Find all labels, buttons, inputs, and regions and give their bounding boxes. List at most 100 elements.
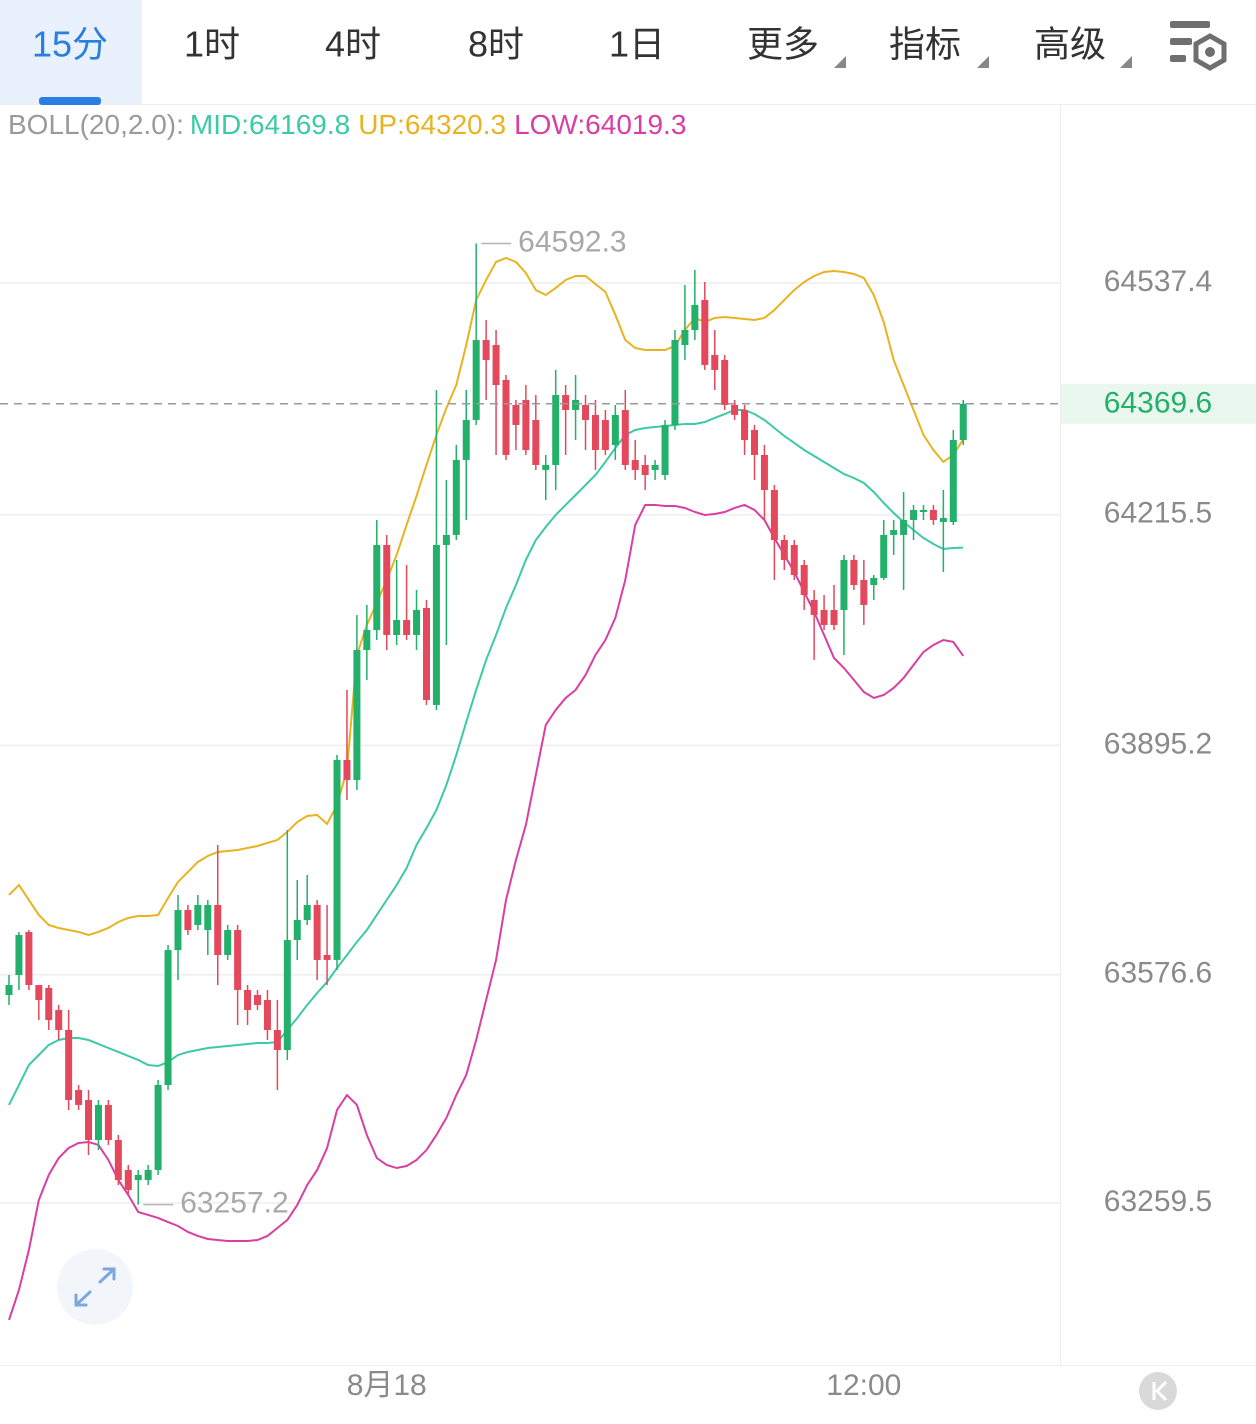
- candle-body: [55, 1009, 63, 1031]
- candle-body: [939, 517, 947, 523]
- candle-body: [373, 544, 381, 630]
- candle-body: [482, 339, 490, 360]
- legend-value: 64169.8: [249, 109, 350, 140]
- tab[interactable]: 指标: [889, 24, 961, 65]
- extreme-label: 64592.3: [518, 225, 626, 258]
- candle-body: [254, 995, 261, 1005]
- candle-body: [711, 354, 719, 370]
- candle-body: [184, 909, 192, 931]
- candle-body: [5, 985, 13, 996]
- candle-body: [154, 1085, 162, 1170]
- candle-body: [542, 464, 550, 470]
- scroll-latest-button[interactable]: [1139, 1372, 1177, 1410]
- legend-value: 64320.3: [405, 109, 506, 140]
- candle-body: [601, 419, 609, 451]
- candle-body: [830, 609, 838, 625]
- candle-body: [25, 931, 33, 986]
- tab[interactable]: 15分: [32, 24, 108, 65]
- x-tick-label: 8月18: [347, 1369, 427, 1402]
- candle-body: [929, 509, 937, 520]
- candle-body: [134, 1175, 142, 1180]
- candle-body: [741, 409, 749, 440]
- candle-body: [403, 619, 411, 635]
- candle-body: [800, 564, 808, 596]
- tab[interactable]: 4时: [325, 24, 381, 65]
- tab[interactable]: 高级: [1034, 24, 1106, 65]
- candle-body: [850, 559, 858, 585]
- y-tick-label: 63259.5: [1104, 1185, 1212, 1218]
- candle-body: [731, 404, 739, 415]
- overlay: 64369.6 64592.3 63257.2: [0, 225, 1256, 1220]
- candle-body: [75, 1089, 83, 1105]
- candle-body: [651, 464, 659, 470]
- dropdown-caret: [834, 56, 846, 68]
- legend-value: 64019.3: [585, 109, 686, 140]
- candle-body: [492, 344, 500, 385]
- tab[interactable]: 8时: [468, 24, 524, 65]
- candle-body: [303, 904, 311, 920]
- candle-body: [472, 339, 480, 420]
- candle-body: [65, 1030, 73, 1100]
- candle-body: [422, 607, 430, 700]
- icon-bar: [1170, 38, 1192, 45]
- candle-body: [681, 329, 689, 345]
- candle-body: [432, 544, 440, 705]
- toolbar: 15分 1时 4时 8时 1日 更多 指标 高级: [0, 0, 1256, 105]
- candle-body: [880, 534, 888, 578]
- candle-body: [760, 454, 768, 490]
- candle-body: [780, 539, 788, 560]
- candle-body: [860, 579, 868, 605]
- candle-body: [512, 404, 520, 425]
- dropdown-caret: [977, 56, 989, 68]
- candle-body: [234, 930, 242, 990]
- candle-body: [641, 464, 649, 475]
- candle-body: [353, 650, 361, 780]
- y-tick-label: 63895.2: [1104, 727, 1212, 760]
- candle-body: [621, 409, 629, 465]
- candle-body: [224, 930, 232, 955]
- candle-body: [840, 559, 848, 610]
- candle-body: [870, 577, 878, 585]
- candle-body: [721, 359, 729, 405]
- candle-body: [701, 299, 709, 365]
- candle-body: [283, 940, 291, 1051]
- expand-arrows: [74, 1267, 116, 1307]
- candle-body: [244, 989, 252, 1010]
- candle-body: [452, 459, 460, 535]
- expand-button[interactable]: [57, 1249, 133, 1325]
- candle-body: [144, 1169, 152, 1180]
- settings-icon[interactable]: [1170, 21, 1227, 71]
- active-tab-bg: [0, 0, 142, 104]
- tab[interactable]: 1时: [184, 24, 240, 65]
- candle-body: [949, 439, 957, 523]
- candle-body: [293, 919, 301, 941]
- candle-body: [214, 904, 222, 955]
- candle-body: [910, 509, 918, 520]
- last-price-tag-bg: [1061, 383, 1256, 424]
- candle-body: [104, 1104, 112, 1141]
- candle-body: [661, 424, 669, 475]
- candle-body: [572, 399, 580, 410]
- candle-body: [562, 394, 570, 410]
- candle-body: [94, 1104, 102, 1141]
- candle-body: [114, 1140, 122, 1180]
- candle-body: [751, 429, 758, 455]
- last-price-label: 64369.6: [1104, 387, 1212, 420]
- candle-body: [273, 1030, 281, 1051]
- candle-body: [204, 904, 212, 931]
- candle-body: [919, 509, 927, 512]
- candle-body: [194, 904, 202, 925]
- candle-body: [532, 419, 540, 465]
- tab[interactable]: 1日: [609, 24, 665, 65]
- candle-body: [85, 1099, 93, 1141]
- candle-body: [462, 419, 470, 460]
- candle-body: [959, 403, 967, 440]
- tab[interactable]: 更多: [747, 24, 819, 65]
- legend-name: LOW:: [514, 109, 585, 140]
- candle-body: [582, 404, 590, 420]
- extreme-label: 63257.2: [180, 1187, 288, 1220]
- icon-bar: [1170, 21, 1210, 28]
